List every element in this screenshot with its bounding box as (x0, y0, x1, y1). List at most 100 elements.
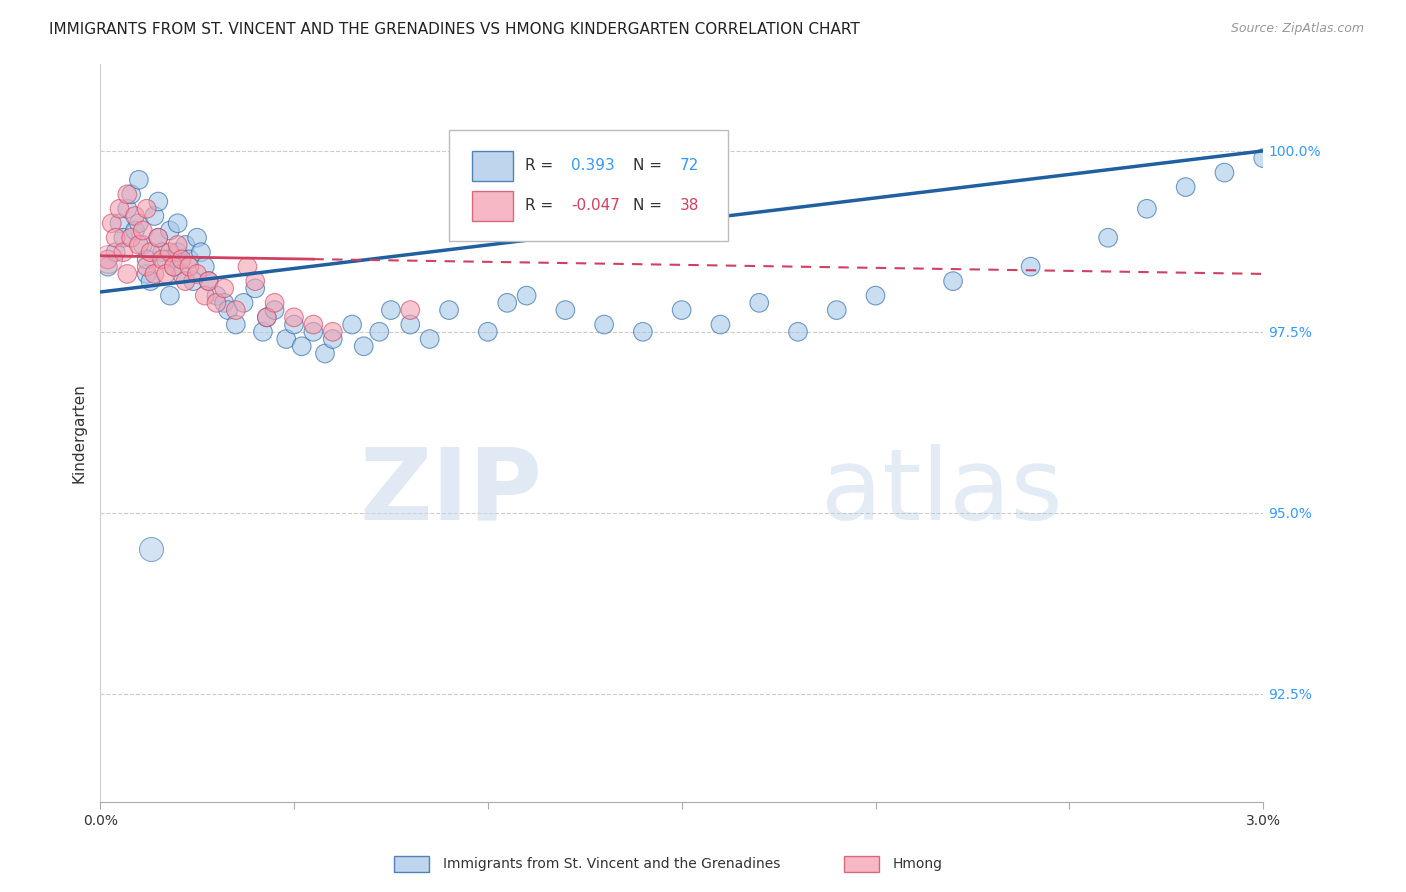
Point (399, 303, 422, 318)
Point (135, 252, 157, 267)
Point (593, 318, 616, 332)
Point (205, 288, 228, 302)
Point (245, 281, 267, 295)
Point (419, 332, 441, 346)
Text: IMMIGRANTS FROM ST. VINCENT AND THE GRENADINES VS HMONG KINDERGARTEN CORRELATION: IMMIGRANTS FROM ST. VINCENT AND THE GREN… (49, 22, 860, 37)
Point (163, 260, 186, 274)
Point (104, 231, 127, 245)
Point (314, 346, 336, 360)
Point (139, 245, 162, 260)
Point (132, 238, 155, 252)
Point (124, 223, 146, 237)
Point (117, 267, 139, 281)
Point (174, 274, 197, 288)
Point (132, 223, 155, 237)
Point (256, 310, 278, 325)
Text: Source: ZipAtlas.com: Source: ZipAtlas.com (1230, 22, 1364, 36)
Point (496, 296, 519, 310)
Point (225, 318, 247, 332)
Point (197, 274, 219, 288)
Point (186, 231, 208, 245)
Point (148, 194, 170, 209)
Point (108, 202, 131, 216)
Point (1136, 202, 1159, 216)
Point (100, 216, 122, 230)
Point (380, 303, 402, 318)
Point (135, 202, 157, 216)
Point (159, 288, 181, 302)
Point (283, 310, 305, 325)
Point (197, 274, 219, 288)
Point (163, 260, 186, 274)
Point (128, 216, 150, 230)
Point (516, 288, 538, 302)
Point (120, 187, 142, 202)
Point (252, 325, 274, 339)
Point (117, 187, 139, 202)
Point (1251, 151, 1274, 165)
Point (186, 267, 208, 281)
Point (166, 238, 188, 252)
Point (143, 209, 166, 223)
Point (112, 245, 135, 260)
Point (340, 318, 363, 332)
Point (194, 288, 217, 302)
Point (150, 252, 173, 267)
Point (170, 267, 193, 281)
Point (631, 325, 654, 339)
Point (112, 231, 135, 245)
Point (108, 216, 131, 230)
Point (179, 260, 201, 274)
Point (212, 281, 235, 295)
Point (1097, 231, 1119, 245)
Point (148, 231, 170, 245)
Point (477, 325, 499, 339)
Text: N =: N = (633, 198, 662, 213)
FancyBboxPatch shape (472, 151, 513, 181)
Point (190, 245, 212, 260)
Point (139, 274, 162, 288)
Point (117, 202, 139, 216)
Point (104, 245, 127, 260)
Point (143, 267, 166, 281)
Point (166, 216, 188, 230)
Text: 38: 38 (679, 198, 699, 213)
Point (212, 296, 235, 310)
FancyBboxPatch shape (449, 130, 728, 241)
Point (159, 245, 181, 260)
Text: Hmong: Hmong (893, 857, 943, 871)
Text: 72: 72 (679, 159, 699, 173)
Text: 0.393: 0.393 (571, 159, 614, 173)
Point (322, 325, 344, 339)
Point (1174, 180, 1197, 194)
Point (671, 303, 693, 318)
Point (155, 252, 177, 267)
Point (170, 252, 193, 267)
Point (1019, 260, 1042, 274)
Point (135, 260, 157, 274)
Point (245, 274, 267, 288)
Point (124, 209, 146, 223)
Text: R =: R = (524, 159, 553, 173)
Point (97, 252, 120, 267)
Text: ZIP: ZIP (359, 443, 543, 541)
Text: N =: N = (633, 159, 662, 173)
Point (263, 296, 285, 310)
Point (256, 310, 278, 325)
Point (353, 339, 375, 353)
Point (709, 318, 731, 332)
Point (399, 318, 422, 332)
Point (437, 303, 460, 318)
FancyBboxPatch shape (472, 191, 513, 220)
Point (159, 223, 181, 237)
Point (825, 303, 848, 318)
Point (942, 274, 965, 288)
Point (128, 173, 150, 187)
Text: R =: R = (524, 198, 553, 213)
Point (787, 325, 810, 339)
Point (232, 296, 254, 310)
Point (148, 231, 170, 245)
Text: -0.047: -0.047 (571, 198, 620, 213)
Point (97, 252, 120, 267)
Point (194, 260, 217, 274)
